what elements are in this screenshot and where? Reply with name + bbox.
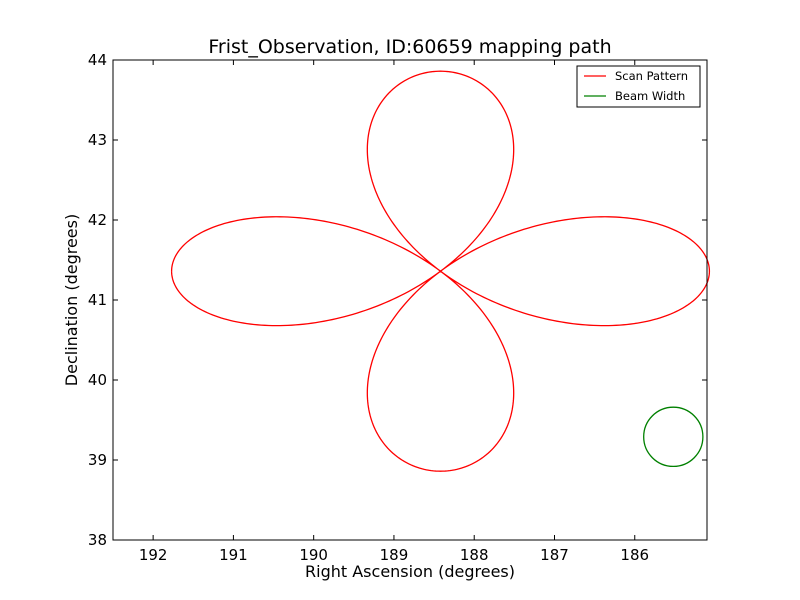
- y-axis: 38 39 40 41 42 43 44: [88, 51, 707, 549]
- beam-width-circle: [643, 406, 704, 468]
- chart-title: Frist_Observation, ID:60659 mapping path: [208, 36, 611, 58]
- plot-frame: [112, 59, 708, 541]
- x-tick-label: 189: [380, 546, 409, 564]
- x-axis-label: Right Ascension (degrees): [305, 562, 515, 581]
- y-tick-label: 41: [88, 291, 107, 309]
- y-tick-label: 40: [88, 371, 107, 389]
- y-tick-label: 38: [88, 531, 107, 549]
- y-tick-label: 43: [88, 131, 107, 149]
- x-axis: 192 191 190 189 188 187 186: [139, 60, 649, 564]
- x-tick-label: 192: [139, 546, 168, 564]
- y-axis-label: Declination (degrees): [62, 214, 81, 386]
- x-tick-label: 188: [460, 546, 489, 564]
- legend-label-beam-width: Beam Width: [615, 89, 685, 103]
- legend: Scan Pattern Beam Width: [576, 65, 701, 108]
- y-tick-label: 42: [88, 211, 107, 229]
- x-tick-label: 187: [540, 546, 569, 564]
- x-tick-label: 191: [219, 546, 248, 564]
- legend-box: [576, 65, 701, 108]
- y-tick-label: 44: [88, 51, 107, 69]
- x-tick-label: 190: [299, 546, 328, 564]
- x-tick-label: 186: [620, 546, 649, 564]
- scan-pattern-line: [170, 70, 711, 472]
- plot-area: [113, 60, 707, 540]
- legend-label-scan-pattern: Scan Pattern: [615, 69, 688, 83]
- y-tick-label: 39: [88, 451, 107, 469]
